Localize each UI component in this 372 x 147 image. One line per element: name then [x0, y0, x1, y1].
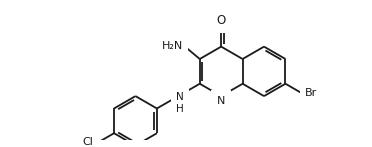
Text: O: O [217, 14, 226, 27]
Text: N
H: N H [176, 92, 184, 114]
Text: H₂N: H₂N [161, 41, 183, 51]
Text: Cl: Cl [82, 137, 93, 147]
Text: Br: Br [305, 88, 318, 98]
Text: N: N [217, 96, 225, 106]
